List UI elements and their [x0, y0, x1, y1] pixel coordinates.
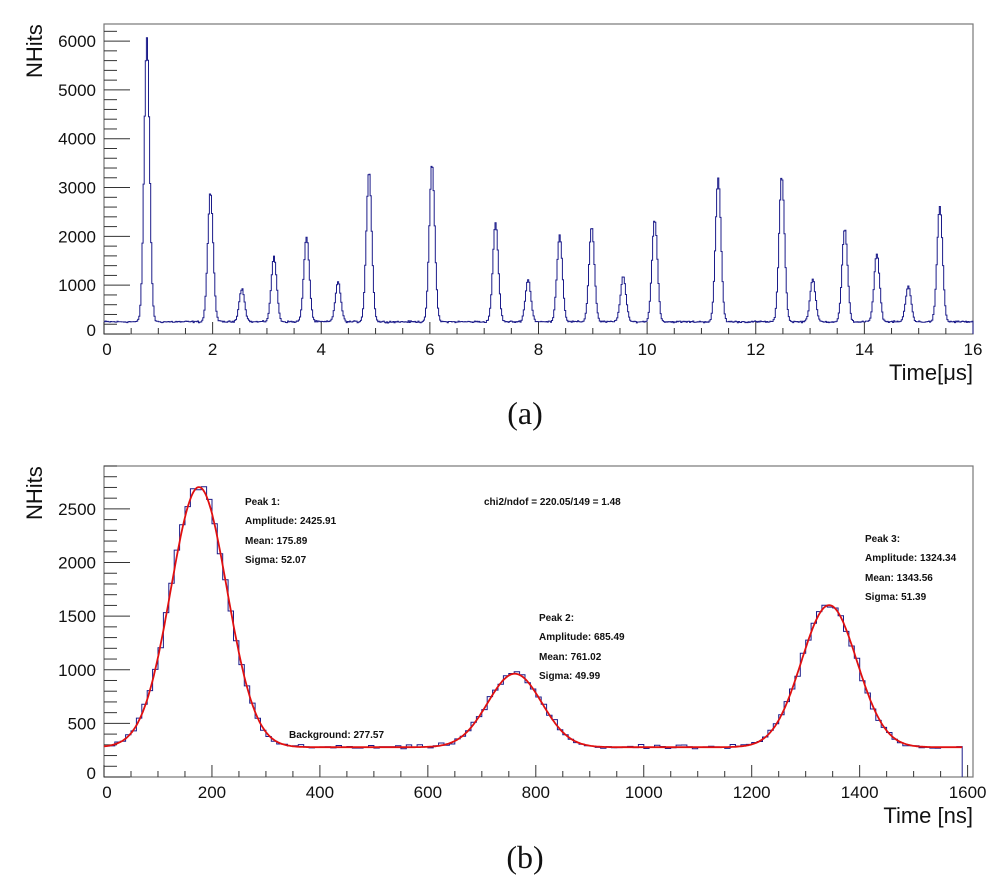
- panel-a-plot: 0 2 4 6 8 10 12 14 16 0 1000 2000 3000 4000 5000 6000 N…: [22, 23, 983, 431]
- y-tick-label: 1500: [58, 607, 96, 626]
- x-tick-label: 8: [534, 340, 543, 359]
- chi2-annotation: chi2/ndof = 220.05/149 = 1.48: [484, 497, 621, 508]
- panel-b-axes: 0 200 400 600 800 1000 1200 1400 1600 0 500 1000 150…: [58, 465, 987, 802]
- peak1-amplitude: Amplitude: 2425.91: [245, 516, 337, 527]
- panel-a-axes: 0 2 4 6 8 10 12 14 16 0 1000 2000 3000 4000 5000 6000: [58, 30, 983, 359]
- y-tick-label: 3000: [58, 179, 96, 198]
- x-tick-label: 200: [198, 783, 226, 802]
- panel-a-histogram-line: [104, 37, 974, 334]
- peak3-annotation: Peak 3: Amplitude: 1324.34 Mean: 1343.56…: [865, 534, 957, 603]
- panel-a-frame: [103, 23, 974, 335]
- x-tick-label: 600: [414, 783, 442, 802]
- x-tick-label: 12: [746, 340, 765, 359]
- x-tick-label: 400: [306, 783, 334, 802]
- y-tick-label: 1000: [58, 661, 96, 680]
- x-tick-label: 0: [102, 340, 111, 359]
- panel-b-ylabel: NHits: [22, 466, 47, 520]
- y-tick-label: 2000: [58, 554, 96, 573]
- panel-a-xlabel: Time[μs]: [889, 360, 973, 385]
- panel-b-fit-curve: [103, 486, 963, 749]
- peak1-annotation: Peak 1: Amplitude: 2425.91 Mean: 175.89 …: [245, 497, 337, 566]
- x-tick-label: 4: [317, 340, 326, 359]
- y-tick-label: 1000: [58, 276, 96, 295]
- x-tick-label: 6: [425, 340, 434, 359]
- x-tick-label: 2: [208, 340, 217, 359]
- panel-b-plot: 0 200 400 600 800 1000 1200 1400 1600 0 500 1000 150…: [22, 465, 987, 875]
- y-tick-label: 5000: [58, 81, 96, 100]
- panel-b-xlabel: Time [ns]: [883, 803, 973, 828]
- panel-a-label: (a): [507, 395, 543, 431]
- panel-b-histogram: [104, 486, 963, 777]
- peak3-mean: Mean: 1343.56: [865, 573, 933, 584]
- y-tick-label: 2500: [58, 500, 96, 519]
- x-tick-label: 1000: [625, 783, 663, 802]
- x-tick-label: 1400: [841, 783, 879, 802]
- background-annotation: Background: 277.57: [289, 730, 384, 741]
- peak1-mean: Mean: 175.89: [245, 536, 308, 547]
- peak2-amplitude: Amplitude: 685.49: [539, 632, 625, 643]
- y-tick-label: 0: [87, 321, 96, 340]
- x-tick-label: 10: [638, 340, 657, 359]
- panel-a-ylabel: NHits: [22, 24, 47, 78]
- panel-b-label: (b): [506, 839, 543, 875]
- x-tick-label: 16: [964, 340, 983, 359]
- peak2-title: Peak 2:: [539, 613, 574, 624]
- y-tick-label: 500: [68, 714, 96, 733]
- x-tick-label: 14: [855, 340, 874, 359]
- y-tick-label: 6000: [58, 32, 96, 51]
- y-tick-label: 4000: [58, 130, 96, 149]
- panel-b-frame: [103, 465, 974, 778]
- peak2-sigma: Sigma: 49.99: [539, 671, 601, 682]
- peak3-sigma: Sigma: 51.39: [865, 592, 927, 603]
- peak1-title: Peak 1:: [245, 497, 280, 508]
- x-tick-label: 1600: [949, 783, 987, 802]
- x-tick-label: 0: [102, 783, 111, 802]
- peak2-annotation: Peak 2: Amplitude: 685.49 Mean: 761.02 S…: [539, 613, 625, 682]
- peak3-title: Peak 3:: [865, 534, 900, 545]
- x-tick-label: 800: [522, 783, 550, 802]
- peak2-mean: Mean: 761.02: [539, 652, 602, 663]
- peak1-sigma: Sigma: 52.07: [245, 555, 307, 566]
- y-tick-label: 2000: [58, 227, 96, 246]
- y-tick-label: 0: [87, 764, 96, 783]
- x-tick-label: 1200: [733, 783, 771, 802]
- peak3-amplitude: Amplitude: 1324.34: [865, 553, 957, 564]
